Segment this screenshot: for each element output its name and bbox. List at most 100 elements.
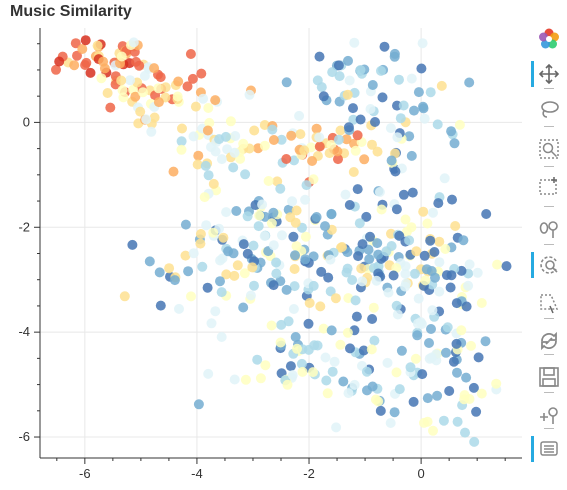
hover-tool-button[interactable] xyxy=(534,434,564,464)
scatter-point xyxy=(69,60,80,71)
scatter-point xyxy=(282,379,293,390)
scatter-point xyxy=(275,183,286,194)
scatter-point xyxy=(119,291,130,302)
poly-select-tool-icon xyxy=(538,292,560,314)
scatter-point xyxy=(347,275,358,285)
scatter-point xyxy=(72,50,82,61)
scatter-point xyxy=(240,169,251,180)
scatter-point xyxy=(202,125,213,136)
scatter-point xyxy=(358,345,369,356)
wheel-zoom-tool-button[interactable] xyxy=(534,250,564,280)
scatter-point xyxy=(428,207,438,218)
scatter-point xyxy=(239,268,250,279)
poly-select-tool-button[interactable] xyxy=(534,288,564,318)
scatter-point xyxy=(180,219,191,230)
scatter-point xyxy=(176,136,187,147)
scatter-point xyxy=(203,170,214,181)
scatter-point xyxy=(225,116,236,127)
scatter-point xyxy=(259,140,270,151)
scatter-point xyxy=(391,263,402,273)
wheel-zoom-tool-icon xyxy=(538,254,560,276)
scatter-point xyxy=(366,344,377,355)
scatter-point xyxy=(172,91,183,102)
scatter-point xyxy=(333,60,344,71)
scatter-point xyxy=(221,269,232,280)
scatter-point xyxy=(471,406,482,417)
scatter-point xyxy=(198,93,209,104)
reset-tool-button[interactable] xyxy=(534,326,564,356)
scatter-point xyxy=(214,134,225,145)
scatter-point xyxy=(466,340,476,351)
scatter-point xyxy=(434,286,445,297)
scatter-point xyxy=(259,231,270,241)
y-tick-label: -4 xyxy=(18,324,30,339)
scatter-point xyxy=(290,217,301,228)
scatter-point xyxy=(215,276,225,287)
y-tick-label: 0 xyxy=(23,114,30,129)
scatter-point xyxy=(422,218,433,229)
scatter-point xyxy=(312,340,323,351)
scatter-point xyxy=(325,254,336,265)
scatter-point xyxy=(357,239,368,250)
scatter-point xyxy=(434,257,445,268)
scatter-point xyxy=(199,192,210,203)
scatter-point xyxy=(343,55,353,66)
scatter-point xyxy=(229,270,240,281)
scatter-point xyxy=(400,261,411,272)
toolbar-separator xyxy=(544,88,554,89)
scatter-point xyxy=(425,235,436,246)
scatter-point xyxy=(349,37,360,48)
scatter-point xyxy=(370,117,380,127)
scatter-point xyxy=(463,280,474,291)
scatter-point xyxy=(289,281,300,292)
scatter-point xyxy=(321,375,332,386)
scatter-point xyxy=(304,298,315,308)
scatter-point xyxy=(374,187,385,197)
tap-tool-button[interactable] xyxy=(534,214,564,244)
scatter-point xyxy=(311,123,322,134)
toolbar-separator xyxy=(544,244,554,245)
scatter-point xyxy=(451,338,462,349)
toolbar-separator xyxy=(544,206,554,207)
scatter-point xyxy=(412,330,423,341)
scatter-plot[interactable]: -6 -4 -2 0 0 -2 -4 -6 xyxy=(0,0,530,490)
scatter-point xyxy=(409,268,420,279)
scatter-point xyxy=(190,101,201,112)
scatter-point xyxy=(357,276,368,287)
scatter-point xyxy=(458,235,469,246)
scatter-point xyxy=(54,56,65,67)
scatter-point xyxy=(77,44,88,54)
scatter-point xyxy=(247,262,258,273)
scatter-point xyxy=(154,267,165,278)
scatter-point xyxy=(421,264,432,275)
scatter-point xyxy=(174,303,184,314)
scatter-point xyxy=(92,40,103,51)
scatter-point xyxy=(372,146,383,157)
scatter-point xyxy=(382,357,393,368)
scatter-point xyxy=(127,239,138,250)
active-tool-indicator xyxy=(531,61,534,87)
box-zoom-tool-button[interactable] xyxy=(534,134,564,164)
scatter-point xyxy=(266,320,277,331)
scatter-point xyxy=(257,199,268,210)
scatter-point xyxy=(244,89,255,100)
scatter-point xyxy=(373,249,384,260)
scatter-point xyxy=(290,332,301,342)
pan-tool-button[interactable] xyxy=(534,59,564,89)
lasso-select-tool-button[interactable] xyxy=(534,94,564,124)
scatter-point xyxy=(451,298,462,309)
scatter-point xyxy=(70,38,81,49)
scatter-point xyxy=(259,120,270,130)
scatter-point xyxy=(141,114,152,125)
scatter-point xyxy=(216,287,227,298)
data-points xyxy=(51,35,512,447)
scatter-point xyxy=(297,366,308,377)
scatter-point xyxy=(271,268,282,279)
save-tool-button[interactable] xyxy=(534,362,564,392)
scatter-point xyxy=(345,343,355,354)
scatter-point xyxy=(268,207,279,218)
scatter-point xyxy=(460,427,470,438)
scatter-point xyxy=(377,92,388,103)
box-select-tool-button[interactable] xyxy=(534,172,564,202)
zoom-in-tool-button[interactable] xyxy=(534,400,564,430)
